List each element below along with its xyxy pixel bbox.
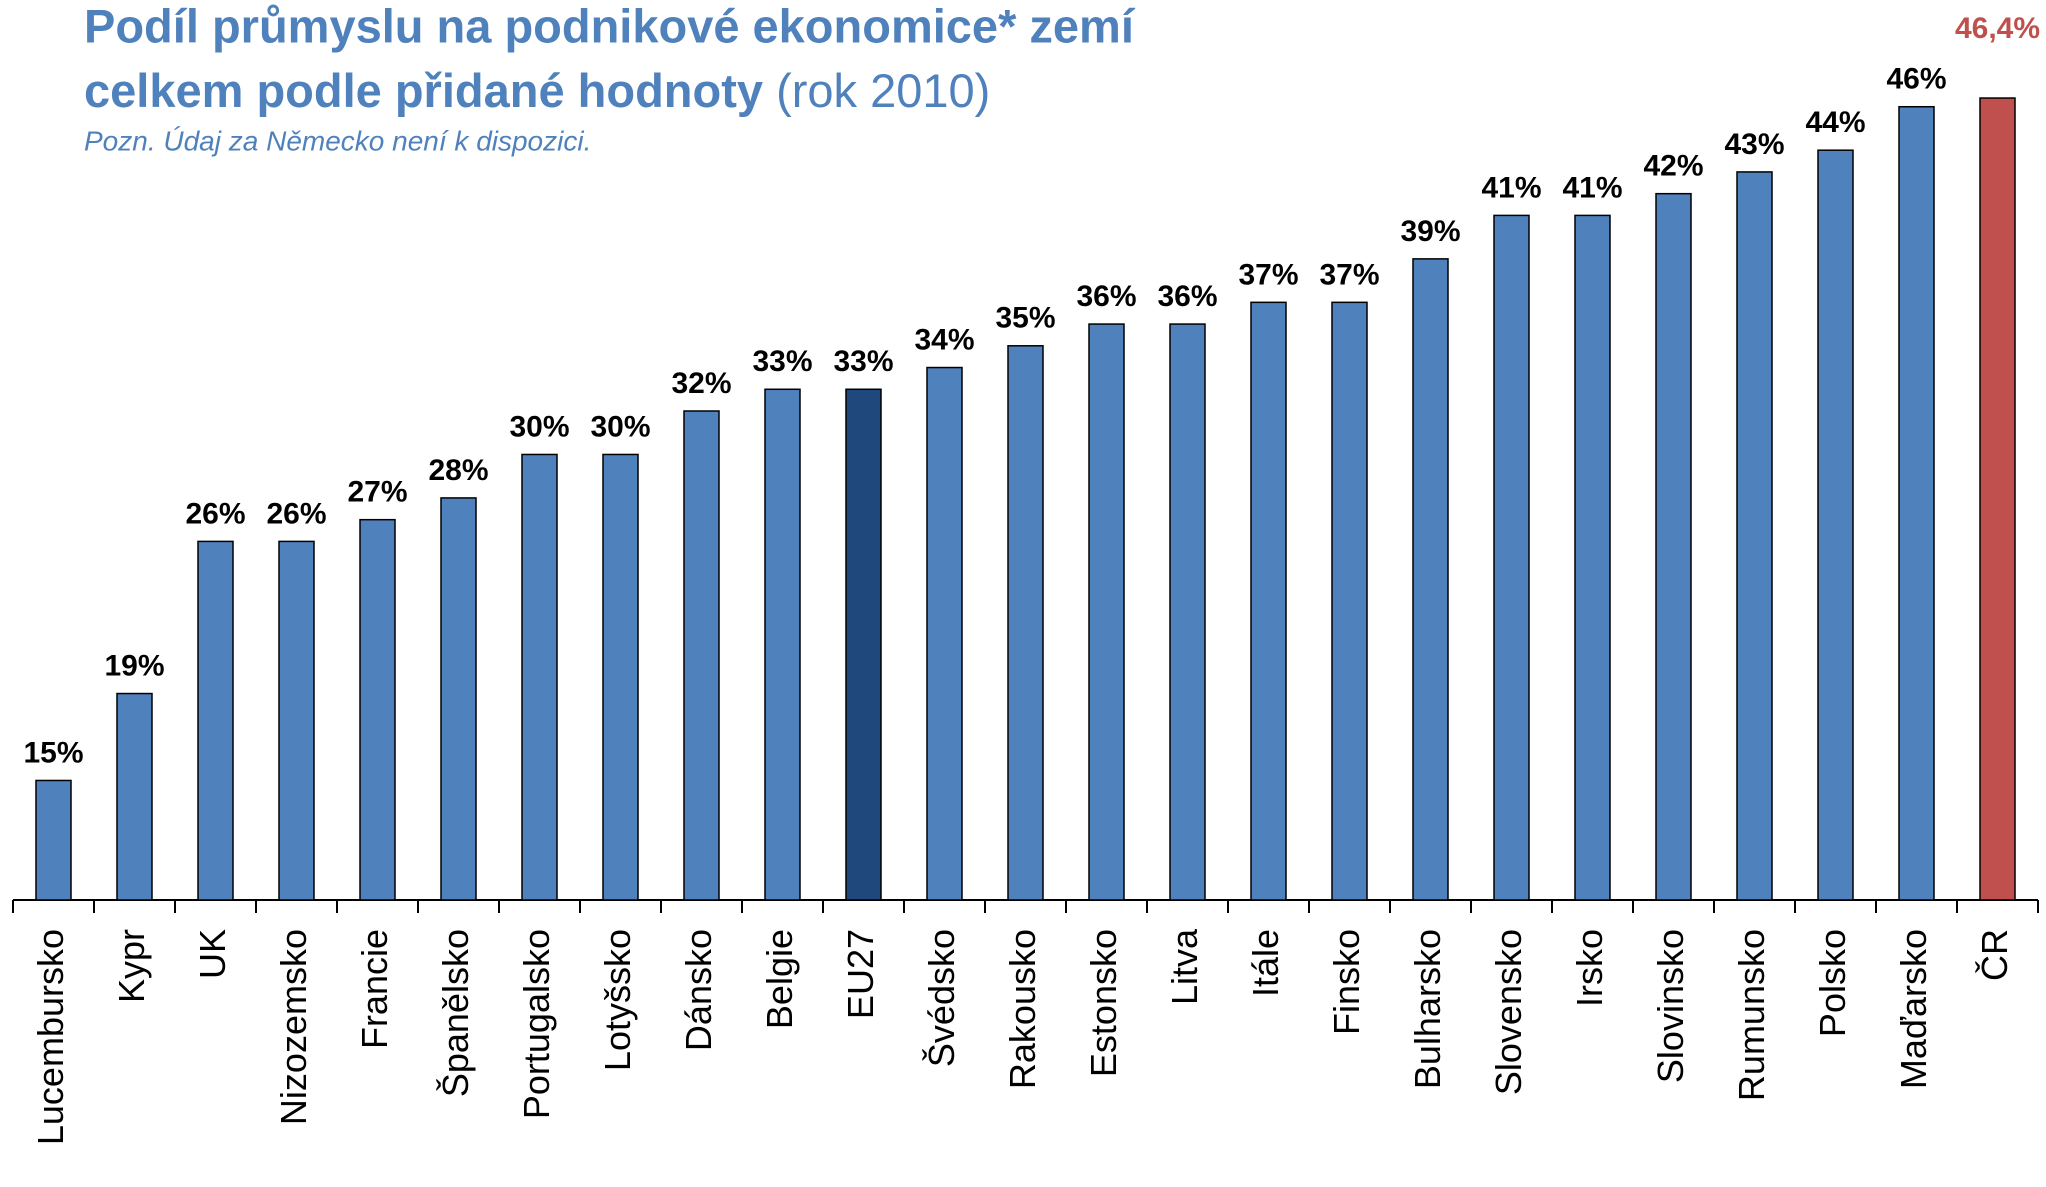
bar [1250, 301, 1287, 901]
x-tick-label: Slovinsko [1650, 929, 1691, 1083]
bar [1736, 171, 1773, 901]
x-tick-label: Rakousko [1002, 929, 1043, 1089]
x-tick-label: Rumunsko [1731, 929, 1772, 1101]
value-label: 46% [1886, 63, 1946, 96]
bar [1898, 105, 1935, 901]
x-tick-label: Estonsko [1083, 929, 1124, 1077]
bar [1007, 345, 1044, 901]
x-tick-label: Kypr [111, 929, 152, 1003]
bar [35, 779, 72, 901]
value-label: 43% [1724, 128, 1784, 161]
x-tick-label: Francie [354, 929, 395, 1049]
value-label: 32% [671, 367, 731, 400]
x-tick-label: Polsko [1812, 929, 1853, 1037]
x-tick-label: Maďarsko [1893, 929, 1934, 1089]
subtitle: Pozn. Údaj za Německo není k dispozici. [84, 125, 591, 156]
x-tick-label: Nizozemsko [273, 929, 314, 1125]
bar [440, 497, 477, 901]
bar [359, 518, 396, 901]
bar [197, 540, 234, 901]
value-label: 33% [752, 345, 812, 378]
bar [845, 388, 882, 901]
value-label: 19% [104, 649, 164, 682]
value-label: 36% [1157, 280, 1217, 313]
bar [764, 388, 801, 901]
value-label: 39% [1400, 215, 1460, 248]
bar [1412, 258, 1449, 901]
bar [926, 366, 963, 901]
bar [1979, 97, 2016, 901]
x-tick-label: Portugalsko [516, 929, 557, 1119]
title-line2: celkem podle přidané hodnoty [84, 64, 763, 117]
value-label: 15% [23, 736, 83, 769]
bar [683, 410, 720, 901]
x-tick-label: EU27 [840, 929, 881, 1019]
bar [1088, 323, 1125, 901]
bar [278, 540, 315, 901]
value-label: 41% [1481, 171, 1541, 204]
bar [1493, 214, 1530, 901]
x-tick-label: Belgie [759, 929, 800, 1029]
bar [1574, 214, 1611, 901]
value-label: 26% [185, 497, 245, 530]
x-tick-label: Švédsko [921, 929, 962, 1067]
x-tick-label: Dánsko [678, 929, 719, 1051]
chart-title-line2: celkem podle přidané hodnoty (rok 2010) [84, 64, 990, 117]
bar [602, 453, 639, 901]
value-label: 37% [1238, 258, 1298, 291]
x-tick-label: Lucembursko [30, 929, 71, 1145]
x-tick-label: Irsko [1569, 929, 1610, 1007]
value-label: 26% [266, 497, 326, 530]
bar [1655, 192, 1692, 901]
value-label: 44% [1805, 106, 1865, 139]
bar [1331, 301, 1368, 901]
x-tick-label: ČR [1974, 929, 2015, 981]
value-label: 35% [995, 302, 1055, 335]
value-label: 30% [509, 410, 569, 443]
value-label: 41% [1562, 171, 1622, 204]
value-label: 37% [1319, 258, 1379, 291]
value-label: 27% [347, 476, 407, 509]
bar [1817, 149, 1854, 901]
bar [521, 453, 558, 901]
x-tick-label: UK [192, 929, 233, 979]
x-tick-label: Bulharsko [1407, 929, 1448, 1089]
x-tick-label: Litva [1164, 928, 1205, 1005]
x-tick-label: Španělsko [435, 929, 476, 1097]
value-label: 30% [590, 410, 650, 443]
x-tick-label: Finsko [1326, 929, 1367, 1035]
value-label: 42% [1643, 150, 1703, 183]
x-tick-label: Slovensko [1488, 929, 1529, 1095]
chart-title: Podíl průmyslu na podnikové ekonomice* z… [84, 0, 1136, 52]
value-label: 34% [914, 323, 974, 356]
title-suffix: (rok 2010) [776, 64, 990, 117]
value-label: 28% [428, 454, 488, 487]
x-tick-label: Itále [1245, 929, 1286, 997]
bar [1169, 323, 1206, 901]
value-label: 33% [833, 345, 893, 378]
value-label: 46,4% [1955, 12, 2040, 45]
value-label: 36% [1076, 280, 1136, 313]
bar [116, 692, 153, 901]
x-tick-label: Lotyšsko [597, 929, 638, 1071]
